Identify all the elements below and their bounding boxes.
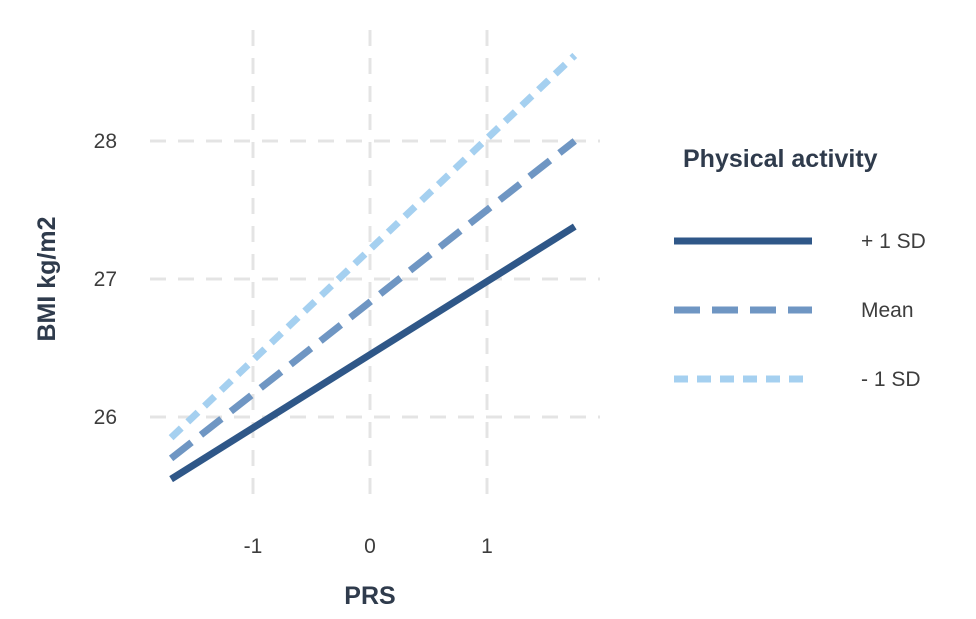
legend-label-1: Mean — [861, 299, 914, 322]
legend: Physical activity + 1 SD Mean - 1 SD — [674, 145, 926, 391]
x-tick-label-0: -1 — [244, 535, 263, 558]
y-tick-label-0: 26 — [94, 406, 117, 429]
legend-label-0: + 1 SD — [861, 230, 926, 253]
series-lines — [168, 52, 578, 483]
y-tick-label-2: 28 — [94, 130, 117, 153]
grid — [150, 30, 600, 505]
y-axis-title: BMI kg/m2 — [33, 216, 61, 341]
x-tick-label-2: 1 — [481, 535, 493, 558]
series-line-1 — [168, 138, 577, 462]
x-axis-ticks: -1 0 1 — [244, 535, 493, 558]
x-axis-title: PRS — [344, 582, 395, 610]
x-tick-label-1: 0 — [364, 535, 376, 558]
legend-label-2: - 1 SD — [861, 368, 921, 391]
series-line-2 — [168, 52, 578, 441]
legend-title: Physical activity — [683, 145, 878, 173]
y-tick-label-1: 27 — [94, 268, 117, 291]
series-line-0 — [169, 223, 577, 483]
y-axis-ticks: 26 27 28 — [94, 130, 117, 429]
